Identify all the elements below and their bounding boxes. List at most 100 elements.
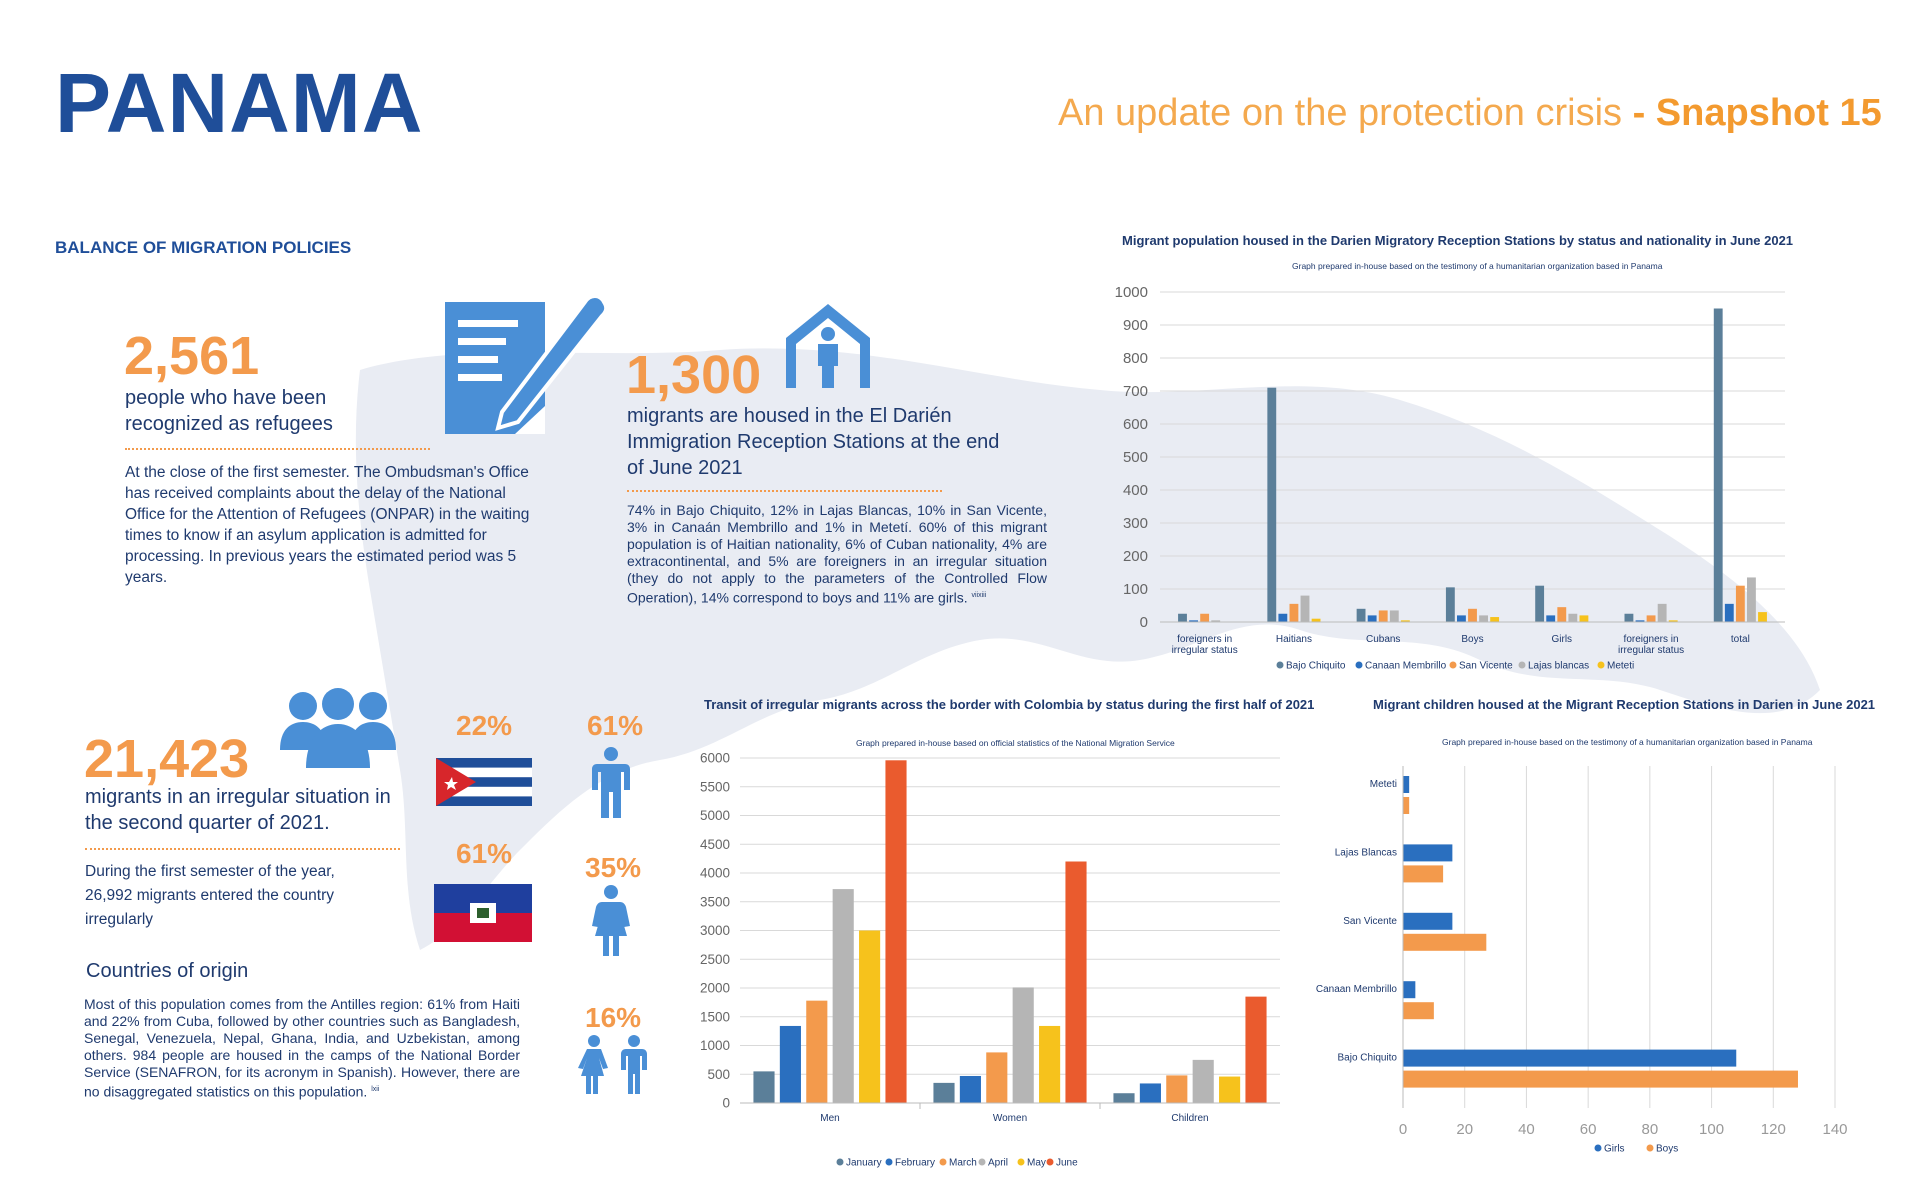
bar bbox=[1635, 620, 1645, 622]
bar bbox=[1389, 610, 1399, 622]
bar bbox=[1113, 1093, 1135, 1103]
x-tick-label: 80 bbox=[1642, 1121, 1659, 1138]
bar bbox=[1579, 615, 1589, 622]
footnote: viixiii bbox=[971, 592, 987, 599]
panama-map-background bbox=[355, 348, 1820, 950]
bar bbox=[1557, 607, 1567, 622]
housed-number: 1,300 bbox=[626, 345, 762, 405]
y-tick-label: 300 bbox=[1123, 515, 1148, 532]
legend-marker bbox=[1597, 661, 1605, 669]
x-category-label: total bbox=[1731, 634, 1750, 645]
bar bbox=[1668, 620, 1678, 622]
y-tick-label: 100 bbox=[1123, 581, 1148, 598]
bar bbox=[1278, 613, 1288, 622]
y-tick-label: 0 bbox=[1140, 614, 1148, 631]
legend-label: Boys bbox=[1656, 1144, 1678, 1155]
y-category-label: Meteti bbox=[1370, 779, 1397, 790]
legend-marker bbox=[978, 1158, 986, 1166]
bar bbox=[1039, 1025, 1061, 1103]
legend-label: January bbox=[846, 1158, 882, 1169]
x-tick-label: 40 bbox=[1518, 1121, 1535, 1138]
refugees-number: 2,561 bbox=[124, 326, 260, 386]
y-tick-label: 5000 bbox=[700, 808, 730, 823]
y-tick-label: 400 bbox=[1123, 482, 1148, 499]
bar bbox=[1445, 587, 1455, 622]
legend-label: Girls bbox=[1604, 1144, 1625, 1155]
bar bbox=[1378, 610, 1388, 622]
y-category-label: San Vicente bbox=[1343, 916, 1397, 927]
legend-label: Meteti bbox=[1607, 661, 1634, 672]
man-icon bbox=[592, 747, 630, 818]
bar bbox=[1758, 612, 1767, 622]
x-category-label: irregular status bbox=[1618, 645, 1684, 656]
legend-marker bbox=[1646, 1144, 1654, 1152]
legend-label: Lajas blancas bbox=[1528, 661, 1589, 672]
legend-marker bbox=[836, 1158, 844, 1166]
x-category-label: Boys bbox=[1461, 634, 1483, 645]
bar bbox=[1012, 987, 1034, 1103]
legend-label: May bbox=[1027, 1158, 1046, 1169]
bar bbox=[1490, 617, 1500, 622]
y-tick-label: 6000 bbox=[700, 751, 730, 766]
x-category-label: foreigners in bbox=[1177, 634, 1232, 645]
y-tick-label: 4000 bbox=[700, 866, 730, 881]
haiti-flag bbox=[434, 884, 532, 942]
y-tick-label: 1000 bbox=[1115, 284, 1148, 301]
x-category-label: foreigners in bbox=[1624, 634, 1679, 645]
bar bbox=[1403, 1002, 1434, 1020]
bar bbox=[1403, 844, 1453, 862]
chart-children-stations: 0 20 40 60 80 100 120 140 Meteti Lajas Blancas San… bbox=[1316, 766, 1848, 1155]
origin-body: Most of this population comes from the A… bbox=[84, 996, 520, 1101]
x-category-label: Children bbox=[1171, 1113, 1208, 1124]
x-tick-label: 140 bbox=[1822, 1121, 1847, 1138]
chart3-title: Migrant children housed at the Migrant R… bbox=[1373, 697, 1876, 712]
x-category-label: Haitians bbox=[1276, 634, 1312, 645]
x-tick-label: 0 bbox=[1399, 1121, 1407, 1138]
subtitle-accent: - Snapshot 15 bbox=[1632, 92, 1882, 134]
bar bbox=[885, 760, 907, 1103]
x-category-label: Women bbox=[993, 1113, 1027, 1124]
footnote: lxii bbox=[371, 1086, 380, 1093]
women-percent: 35% bbox=[585, 852, 642, 883]
x-category-label: Men bbox=[820, 1113, 839, 1124]
irregular-body: During the first semester of the year, 2… bbox=[85, 863, 335, 928]
legend-marker bbox=[885, 1158, 893, 1166]
bar bbox=[1546, 615, 1556, 622]
x-tick-label: 20 bbox=[1456, 1121, 1473, 1138]
refugees-lead: people who have been recognized as refug… bbox=[125, 387, 333, 435]
x-category-label: Cubans bbox=[1366, 634, 1400, 645]
bar bbox=[806, 1000, 828, 1103]
legend-marker bbox=[1518, 661, 1526, 669]
chart1-subtitle: Graph prepared in-house based on the tes… bbox=[1292, 261, 1663, 271]
chart1-title: Migrant population housed in the Darien … bbox=[1122, 233, 1794, 248]
bar bbox=[1735, 585, 1745, 622]
y-tick-label: 200 bbox=[1123, 548, 1148, 565]
refugees-body: At the close of the first semester. The … bbox=[125, 464, 530, 586]
bar bbox=[1403, 981, 1416, 999]
origin-body-text: Most of this population comes from the A… bbox=[84, 996, 520, 1100]
y-category-label: Canaan Membrillo bbox=[1316, 984, 1398, 995]
divider bbox=[125, 448, 430, 450]
bar bbox=[1166, 1075, 1188, 1103]
bar bbox=[1065, 861, 1087, 1103]
x-tick-label: 120 bbox=[1761, 1121, 1786, 1138]
bar bbox=[1468, 608, 1477, 622]
divider bbox=[627, 490, 942, 492]
woman-icon bbox=[592, 885, 630, 956]
bar bbox=[1657, 603, 1667, 622]
bar bbox=[1356, 608, 1366, 622]
legend-marker bbox=[1046, 1158, 1054, 1166]
legend-label: February bbox=[895, 1158, 935, 1169]
bar bbox=[1747, 577, 1756, 622]
irregular-lead: migrants in an irregular situation in th… bbox=[85, 786, 391, 834]
legend-marker bbox=[939, 1158, 947, 1166]
bar bbox=[1713, 308, 1723, 622]
y-tick-label: 500 bbox=[1123, 449, 1148, 466]
legend-label: Bajo Chiquito bbox=[1286, 661, 1346, 672]
y-tick-label: 2000 bbox=[700, 981, 730, 996]
legend-marker bbox=[1594, 1144, 1602, 1152]
x-category-label: irregular status bbox=[1172, 645, 1238, 656]
bar bbox=[1300, 595, 1310, 622]
y-tick-label: 2500 bbox=[700, 952, 730, 967]
bar bbox=[1192, 1059, 1214, 1103]
